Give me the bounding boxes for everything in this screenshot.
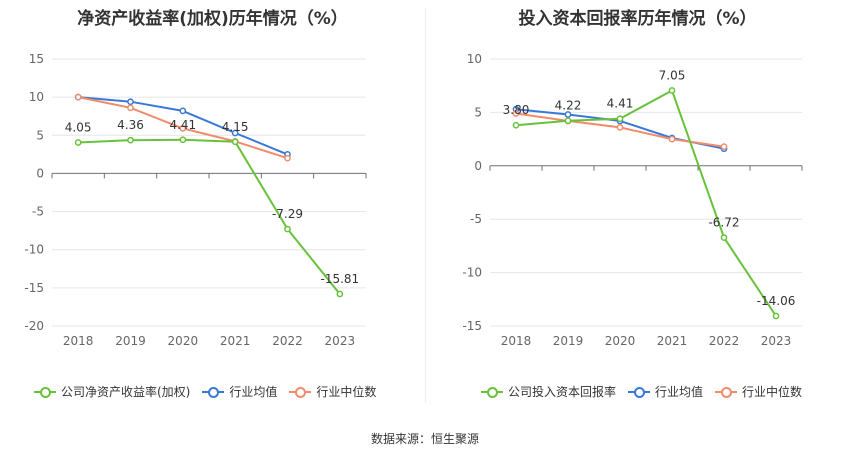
data-point	[668, 87, 676, 94]
legend-label: 公司净资产收益率(加权)	[61, 385, 191, 399]
data-label: -6.72	[708, 216, 739, 230]
data-label: -15.81	[320, 272, 359, 286]
x-tick-label: 2023	[761, 334, 792, 348]
y-tick-label: 5	[36, 128, 44, 142]
chart-title: 投入资本回报率历年情况（%）	[518, 9, 757, 29]
data-point	[127, 104, 134, 112]
data-point	[179, 136, 187, 144]
y-tick-label: 10	[467, 52, 482, 66]
data-point	[616, 115, 624, 123]
data-point	[512, 110, 520, 117]
legend-label: 行业中位数	[316, 385, 377, 399]
legend-label: 公司投入资本回报率	[508, 385, 617, 399]
legend-label: 行业均值	[229, 385, 278, 399]
series-line	[515, 89, 777, 317]
x-tick-label: 2023	[325, 334, 356, 348]
data-point	[231, 138, 239, 146]
legend-swatch-icon	[289, 386, 312, 398]
legend-label: 行业均值	[655, 385, 704, 399]
y-tick-label: 5	[474, 105, 482, 119]
x-tick-label: 2020	[168, 334, 199, 348]
x-tick-label: 2019	[115, 334, 146, 348]
chart-title: 净资产收益率(加权)历年情况（%）	[77, 9, 348, 29]
data-point	[336, 290, 344, 298]
data-label: 4.36	[117, 118, 144, 132]
legend-item[interactable]: 行业均值	[202, 383, 277, 400]
data-point	[74, 139, 82, 146]
y-tick-label: -15	[462, 319, 482, 333]
legend-item[interactable]: 行业中位数	[289, 383, 376, 400]
roe-chart-plot: 15 10 5 0 -5 -10 -15 -20 2018 2019 2020 2021 2022 202…	[24, 52, 367, 348]
legend-item[interactable]: 行业中位数	[715, 383, 802, 400]
x-tick-label: 2020	[605, 334, 636, 348]
data-label: 4.41	[607, 97, 634, 111]
data-point	[512, 121, 520, 129]
data-label: 4.15	[222, 120, 249, 134]
data-label: 3.80	[503, 103, 530, 117]
x-tick-label: 2019	[553, 334, 584, 348]
y-tick-label: 0	[474, 159, 482, 173]
data-point	[179, 125, 187, 132]
legend-item[interactable]: 公司投入资本回报率	[481, 383, 616, 400]
roic-chart-panel: 投入资本回报率历年情况（%） 10 5 0 -5 -10 -15 2018 2019 2020 2…	[425, 0, 850, 410]
legend-label: 行业中位数	[742, 385, 803, 399]
data-point	[127, 98, 134, 106]
x-tick-label: 2022	[272, 334, 303, 348]
data-point	[127, 136, 134, 144]
data-point	[564, 111, 572, 118]
data-label: -14.06	[757, 294, 796, 308]
x-tick-label: 2021	[657, 334, 688, 348]
x-tick-label: 2021	[220, 334, 251, 348]
y-tick-label: 15	[29, 52, 44, 66]
legend-swatch-icon	[628, 386, 651, 398]
y-tick-label: -15	[24, 281, 44, 295]
data-label: 7.05	[659, 69, 686, 83]
x-tick-label: 2018	[63, 334, 94, 348]
data-point	[179, 107, 187, 115]
chart-legend: 公司投入资本回报率 行业均值 行业中位数	[481, 383, 814, 400]
legend-item[interactable]: 行业均值	[628, 383, 703, 400]
roic-chart-plot: 10 5 0 -5 -10 -15 2018 2019 2020 2021 2022 2023 3.80…	[462, 52, 803, 348]
data-point	[720, 143, 728, 150]
y-tick-label: -5	[470, 212, 482, 226]
data-point	[284, 225, 291, 233]
legend-item[interactable]: 公司净资产收益率(加权)	[34, 383, 190, 400]
legend-swatch-icon	[715, 386, 738, 398]
series-line	[78, 138, 341, 295]
roe-chart-panel: 净资产收益率(加权)历年情况（%） 15 10 5 0 -5 -10 -15 -20 2018 2…	[0, 0, 425, 410]
data-point	[668, 135, 676, 143]
y-tick-label: -10	[24, 243, 44, 257]
data-point	[74, 93, 82, 101]
data-point	[231, 129, 239, 137]
legend-swatch-icon	[34, 386, 56, 398]
x-tick-label: 2018	[501, 334, 532, 348]
data-label: 4.22	[555, 99, 582, 113]
data-point	[616, 124, 624, 131]
y-tick-label: 10	[29, 90, 44, 104]
data-point	[564, 117, 572, 125]
y-tick-label: 0	[36, 166, 44, 180]
data-label: -7.29	[272, 207, 303, 221]
data-source-note: 数据来源：恒生聚源	[370, 432, 479, 446]
chart-legend: 公司净资产收益率(加权) 行业均值 行业中位数	[34, 383, 388, 400]
data-label: 4.05	[65, 121, 92, 135]
y-tick-label: -20	[24, 319, 44, 333]
legend-swatch-icon	[481, 386, 503, 398]
data-label: 4.41	[169, 118, 196, 132]
panel-divider	[425, 8, 426, 403]
y-tick-label: -10	[462, 266, 482, 280]
data-point	[720, 234, 728, 241]
x-tick-label: 2022	[709, 334, 740, 348]
data-point	[772, 312, 780, 320]
data-point	[284, 154, 291, 162]
legend-swatch-icon	[202, 386, 225, 398]
y-tick-label: -5	[32, 205, 44, 219]
